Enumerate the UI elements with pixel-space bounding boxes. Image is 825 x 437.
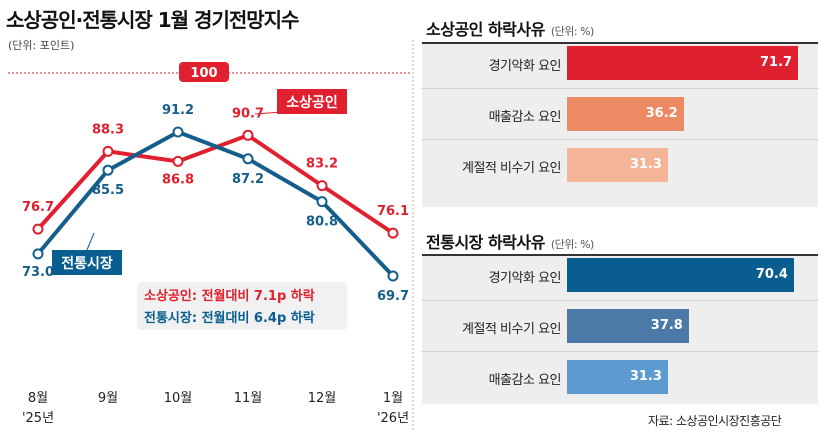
data-label-small-business: 86.8: [162, 172, 194, 187]
market-bar: [567, 258, 794, 292]
market-panel-unit: (단위: %): [550, 238, 594, 251]
x-tick-label: 11월: [234, 391, 263, 406]
market-bar-label: 계절적 비수기 요인: [462, 322, 561, 337]
data-label-market: 80.8: [306, 215, 338, 230]
market-bar-label: 경기악화 요인: [488, 271, 562, 286]
small-business-bar-label: 계절적 비수기 요인: [462, 161, 561, 176]
data-label-market: 87.2: [232, 172, 264, 187]
panel-separator: [422, 42, 818, 44]
callout-line-market: [86, 232, 95, 251]
series-label-small-business: 소상공인: [286, 94, 338, 111]
row-divider: [422, 139, 818, 140]
data-label-market: 69.7: [377, 289, 409, 304]
data-label-small-business: 83.2: [306, 157, 338, 172]
market-bar: [567, 309, 689, 343]
annotation-box: [137, 282, 347, 330]
data-label-market: 85.5: [92, 183, 124, 198]
market-panel-title: 전통시장 하락사유 (단위: %): [426, 229, 594, 253]
data-point-small-business: [32, 223, 44, 235]
data-point-market: [387, 270, 399, 282]
row-divider: [422, 351, 818, 352]
small-business-bar: [567, 97, 684, 131]
reference-badge: [179, 62, 229, 82]
x-tick-label: 12월: [308, 391, 337, 406]
x-tick-label: 9월: [98, 391, 118, 406]
data-point-small-business: [102, 145, 114, 157]
panel-separator: [422, 254, 818, 256]
market-panel-title-text: 전통시장 하락사유: [426, 233, 545, 252]
small-business-bar: [567, 46, 798, 80]
callout-line-small-business: [254, 111, 283, 115]
data-label-small-business: 76.7: [22, 200, 54, 215]
data-point-small-business: [387, 227, 399, 239]
data-point-market: [172, 126, 184, 138]
small-business-bar-label: 매출감소 요인: [488, 110, 562, 125]
small-business-bar-value: 31.3: [629, 157, 662, 172]
data-point-market: [32, 248, 44, 260]
x-tick-label: '25년: [22, 411, 54, 426]
row-divider: [422, 300, 818, 301]
data-label-market: 91.2: [162, 103, 194, 118]
data-point-small-business: [316, 180, 328, 192]
small-business-panel-title-text: 소상공인 하락사유: [426, 20, 545, 39]
reference-label: 100: [190, 66, 217, 81]
small-business-bar-value: 36.2: [645, 106, 678, 121]
market-bar: [567, 360, 668, 394]
small-business-bar: [567, 148, 668, 182]
data-label-small-business: 88.3: [92, 122, 124, 137]
chart-title: 소상공인·전통시장 1월 경기전망지수: [6, 8, 299, 32]
small-business-bar-label: 경기악화 요인: [488, 59, 562, 74]
small-business-panel-unit: (단위: %): [550, 25, 594, 38]
series-line-market: [36, 130, 395, 278]
source-note: 자료: 소상공인시장진흥공단: [648, 414, 782, 428]
row-divider: [422, 88, 818, 89]
series-label-market: 전통시장: [61, 255, 113, 272]
line-chart: 100 76.7 88.3 86.8 90.7 83.2 76.1 73.0 85.5 91.2…: [8, 40, 414, 430]
x-tick-label: '26년: [377, 411, 409, 426]
chart-unit: (단위: 포인트): [8, 39, 75, 52]
data-label-market: 73.0: [22, 265, 54, 280]
data-point-market: [242, 153, 254, 165]
series-label-box-market: [52, 250, 122, 275]
x-tick-label: 1월: [383, 391, 403, 406]
market-bar-value: 70.4: [755, 267, 788, 282]
market-bar-label: 매출감소 요인: [488, 373, 562, 388]
annotation-market: 전통시장: 전월대비 6.4p 하락: [144, 310, 315, 326]
market-bar-value: 31.3: [629, 369, 662, 384]
data-point-small-business: [242, 129, 254, 141]
small-business-panel-title: 소상공인 하락사유 (단위: %): [426, 16, 594, 40]
small-business-bar-value: 71.7: [760, 55, 793, 70]
market-bar-value: 37.8: [650, 318, 683, 333]
data-label-small-business: 76.1: [377, 204, 409, 219]
data-point-small-business: [172, 155, 184, 167]
data-label-small-business: 90.7: [232, 106, 264, 121]
annotation-small-business: 소상공인: 전월대비 7.1p 하락: [144, 288, 315, 304]
data-point-market: [316, 196, 328, 208]
x-tick-label: 8월: [28, 391, 48, 406]
series-label-box-small-business: [277, 89, 347, 114]
series-line-small-business: [36, 133, 395, 235]
x-tick-label: 10월: [164, 391, 193, 406]
data-point-market: [102, 164, 114, 176]
